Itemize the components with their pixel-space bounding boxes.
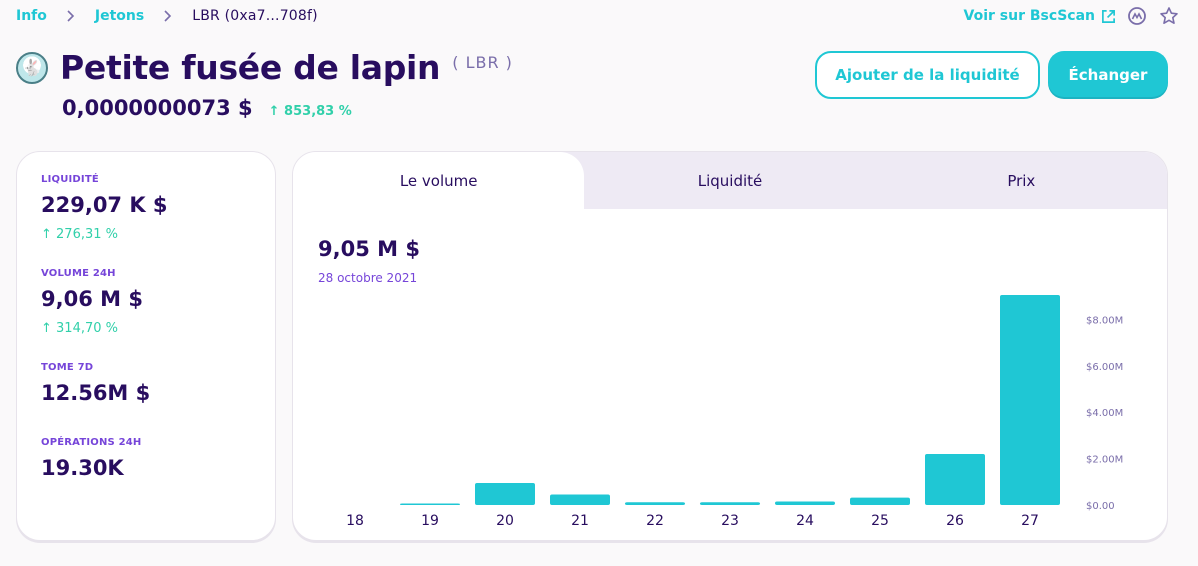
breadcrumb-tokens-link[interactable]: Jetons xyxy=(94,8,145,24)
bar-27[interactable] xyxy=(1000,295,1060,505)
stat-label: LIQUIDITÉ xyxy=(41,174,99,185)
x-tick-label: 19 xyxy=(421,513,439,529)
view-on-bscscan-link[interactable]: Voir sur BscScan xyxy=(964,8,1116,24)
star-icon[interactable] xyxy=(1158,5,1180,27)
bar-19[interactable] xyxy=(400,503,460,506)
stat-value: 9,06 M $ xyxy=(41,287,143,311)
tab-price[interactable]: Prix xyxy=(1007,171,1036,190)
bar-20[interactable] xyxy=(475,482,535,505)
volume-bar-chart[interactable]: 18 19 20 21 22 23 24 25 26 27 $0.00 $2.00M $4.00M $6.… xyxy=(293,209,1167,541)
rabbit-icon: 🐇 xyxy=(22,58,42,77)
stats-card: LIQUIDITÉ 229,07 K $ ↑ 276,31 % VOLUME 2… xyxy=(16,151,276,541)
stat-transactions-24h: OPÉRATIONS 24H 19.30K xyxy=(41,437,251,480)
token-name: Petite fusée de lapin xyxy=(60,48,441,87)
stat-volume-24h: VOLUME 24H 9,06 M $ ↑ 314,70 % xyxy=(41,268,251,336)
tab-volume[interactable]: Le volume xyxy=(293,152,585,209)
price-row: 0,0000000073 $ ↑ 853,83 % xyxy=(62,96,352,120)
stat-change: ↑ 314,70 % xyxy=(41,321,118,336)
external-link-icon xyxy=(1101,9,1116,24)
breadcrumb: Info Jetons LBR (0xa7...708f) xyxy=(16,6,318,26)
bscscan-label: Voir sur BscScan xyxy=(963,8,1095,24)
y-tick-label: $8.00M xyxy=(1086,315,1123,326)
chart-area: 9,05 M $ 28 octobre 2021 18 19 20 21 22 23 24 2… xyxy=(293,209,1167,541)
top-links: Voir sur BscScan xyxy=(964,4,1180,28)
stat-volume-7d: TOME 7D 12.56M $ xyxy=(41,362,251,405)
token-logo: 🐇 xyxy=(16,51,48,84)
chart-date: 28 octobre 2021 xyxy=(318,271,418,285)
y-tick-label: $0.00 xyxy=(1086,501,1115,512)
tab-liquidity[interactable]: Liquidité xyxy=(697,171,763,190)
y-tick-label: $6.00M xyxy=(1086,362,1123,373)
chart-value: 9,05 M $ xyxy=(318,237,420,261)
bar-22[interactable] xyxy=(625,502,685,505)
coinmarketcap-icon[interactable] xyxy=(1126,5,1148,27)
token-price: 0,0000000073 $ xyxy=(62,96,253,120)
stat-value: 12.56M $ xyxy=(41,381,151,405)
stat-label: TOME 7D xyxy=(41,362,94,373)
y-tick-label: $2.00M xyxy=(1086,455,1123,466)
x-tick-label: 23 xyxy=(721,513,739,529)
x-tick-label: 21 xyxy=(571,513,589,529)
x-tick-label: 20 xyxy=(496,513,514,529)
bar-26[interactable] xyxy=(925,453,985,505)
bar-25[interactable] xyxy=(850,497,910,505)
x-tick-label: 27 xyxy=(1021,513,1039,529)
chevron-right-icon xyxy=(164,10,172,22)
breadcrumb-info-link[interactable]: Info xyxy=(16,8,47,24)
swap-button[interactable]: Échanger xyxy=(1048,51,1168,99)
breadcrumb-current: LBR (0xa7...708f) xyxy=(192,8,318,24)
chart-card: Le volume Liquidité Prix 9,05 M $ 28 oct… xyxy=(292,151,1168,541)
x-tick-label: 22 xyxy=(646,513,664,529)
add-liquidity-button[interactable]: Ajouter de la liquidité xyxy=(815,51,1040,99)
stat-liquidity: LIQUIDITÉ 229,07 K $ ↑ 276,31 % xyxy=(41,174,251,242)
stat-label: VOLUME 24H xyxy=(41,268,116,279)
x-tick-label: 24 xyxy=(796,513,814,529)
price-change: ↑ 853,83 % xyxy=(268,104,352,119)
chart-tabs: Le volume Liquidité Prix xyxy=(293,152,1167,209)
stat-value: 19.30K xyxy=(41,456,124,480)
x-tick-label: 25 xyxy=(871,513,889,529)
stat-value: 229,07 K $ xyxy=(41,193,168,217)
y-tick-label: $4.00M xyxy=(1086,408,1123,419)
token-symbol: ( LBR ) xyxy=(452,53,513,72)
chevron-right-icon xyxy=(67,10,75,22)
stat-label: OPÉRATIONS 24H xyxy=(41,437,142,448)
bar-23[interactable] xyxy=(700,502,760,505)
stat-change: ↑ 276,31 % xyxy=(41,227,118,242)
x-tick-label: 18 xyxy=(346,513,364,529)
x-tick-label: 26 xyxy=(946,513,964,529)
bar-21[interactable] xyxy=(550,494,610,505)
bar-24[interactable] xyxy=(775,501,835,505)
token-header: 🐇 Petite fusée de lapin ( LBR ) xyxy=(16,48,513,87)
